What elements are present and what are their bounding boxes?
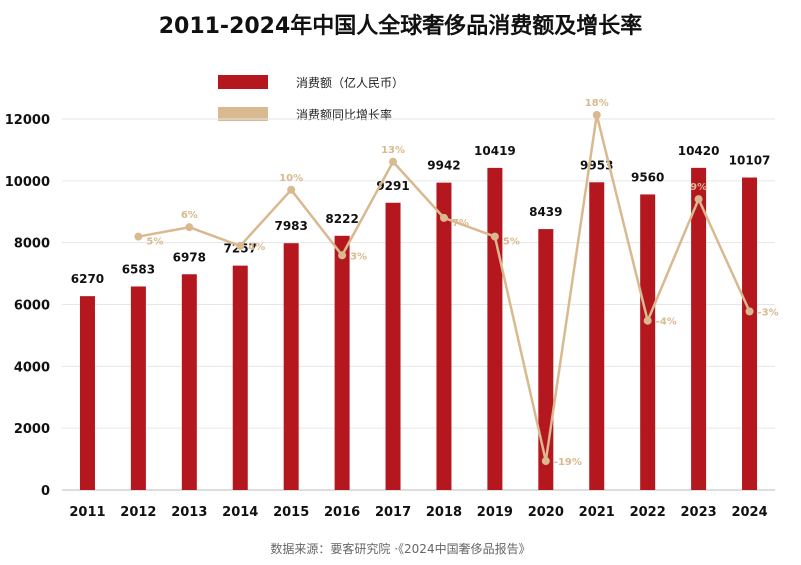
growth-rate-label: 13% <box>381 145 405 156</box>
growth-rate-label: 6% <box>181 210 198 221</box>
y-tick-label: 4000 <box>14 360 50 375</box>
growth-rate-point <box>236 241 245 250</box>
growth-rate-point <box>134 232 143 241</box>
bar <box>691 167 707 490</box>
growth-rate-label: 9% <box>690 182 707 193</box>
x-tick-label: 2024 <box>731 505 767 520</box>
bar <box>640 194 656 491</box>
growth-rate-point <box>541 457 550 465</box>
bar <box>538 229 554 491</box>
bar <box>742 177 758 490</box>
bar-value-label: 10107 <box>729 154 771 168</box>
bar <box>334 235 350 490</box>
y-tick-label: 6000 <box>14 299 50 314</box>
x-tick-label: 2017 <box>375 505 411 520</box>
bar-value-label: 9291 <box>376 179 409 193</box>
bar <box>487 167 503 490</box>
bar-value-label: 6583 <box>122 262 155 276</box>
legend-swatch-line <box>218 107 268 121</box>
x-tick-label: 2021 <box>579 505 615 520</box>
legend-item-line: 消费额同比增长率 <box>218 102 404 126</box>
y-tick-label: 2000 <box>14 422 50 437</box>
legend-label-line: 消费额同比增长率 <box>296 107 393 122</box>
x-tick-label: 2012 <box>120 505 156 520</box>
x-tick-label: 2023 <box>681 505 717 520</box>
growth-rate-label: 4% <box>248 242 265 253</box>
x-tick-label: 2014 <box>222 505 258 520</box>
growth-rate-label: 18% <box>585 98 609 109</box>
growth-rate-label: 7% <box>452 218 469 229</box>
growth-rate-label: 5% <box>503 237 520 248</box>
growth-rate-point <box>338 251 347 260</box>
bar-value-label: 9560 <box>631 170 664 184</box>
legend-item-bar: 消费额（亿人民币） <box>218 70 404 94</box>
bar-value-label: 8222 <box>325 212 358 226</box>
x-tick-label: 2016 <box>324 505 360 520</box>
legend-swatch-bar <box>218 75 268 89</box>
x-tick-label: 2015 <box>273 505 309 520</box>
bar <box>589 182 605 490</box>
growth-rate-label: -19% <box>554 457 582 468</box>
bar <box>385 202 401 491</box>
bar <box>283 243 299 490</box>
x-tick-label: 2019 <box>477 505 513 520</box>
x-tick-label: 2011 <box>69 505 105 520</box>
growth-rate-label: -4% <box>656 317 677 328</box>
growth-rate-point <box>439 213 448 222</box>
bar-value-label: 10419 <box>474 144 516 158</box>
bar-value-label: 7983 <box>274 219 307 233</box>
x-tick-label: 2013 <box>171 505 207 520</box>
x-tick-label: 2020 <box>528 505 564 520</box>
bar-value-label: 10420 <box>678 144 720 158</box>
bar <box>130 286 146 490</box>
growth-rate-point <box>643 316 652 325</box>
y-tick-label: 10000 <box>5 175 50 190</box>
bar <box>232 265 248 490</box>
bar <box>436 182 452 490</box>
bar-value-label: 6270 <box>71 272 104 286</box>
growth-rate-label: 5% <box>146 237 163 248</box>
bar <box>181 274 197 490</box>
bar-value-label: 6978 <box>173 250 206 264</box>
growth-rate-point <box>592 111 601 119</box>
x-tick-label: 2018 <box>426 505 462 520</box>
growth-rate-point <box>490 232 499 241</box>
growth-rate-point <box>185 223 194 232</box>
growth-rate-label: -3% <box>758 307 779 318</box>
growth-rate-point <box>389 157 398 166</box>
growth-rate-point <box>287 185 296 194</box>
growth-rate-point <box>745 307 754 316</box>
y-tick-label: 8000 <box>14 237 50 252</box>
x-tick-label: 2022 <box>630 505 666 520</box>
y-tick-label: 12000 <box>5 113 50 128</box>
chart-title: 2011-2024年中国人全球奢侈品消费额及增长率 <box>158 14 643 39</box>
legend: 消费额（亿人民币） 消费额同比增长率 <box>218 70 404 134</box>
source-note: 数据来源：要客研究院 ·《2024中国奢侈品报告》 <box>270 542 531 556</box>
bar-value-label: 8439 <box>529 205 562 219</box>
growth-rate-label: 3% <box>350 251 367 262</box>
y-tick-label: 0 <box>41 484 50 499</box>
bar-value-label: 9942 <box>427 159 460 173</box>
bar <box>79 296 95 490</box>
growth-rate-point <box>694 195 703 204</box>
growth-rate-label: 10% <box>279 173 303 184</box>
legend-label-bar: 消费额（亿人民币） <box>296 75 405 90</box>
